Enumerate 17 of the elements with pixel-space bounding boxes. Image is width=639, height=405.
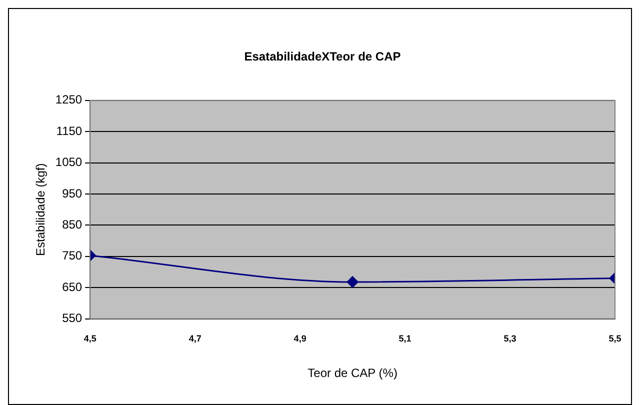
- y-tick-label: 850: [62, 218, 82, 232]
- x-axis-title: Teor de CAP (%): [308, 366, 398, 380]
- y-tick-label: 1250: [55, 92, 82, 107]
- y-tick-label: 950: [62, 186, 82, 200]
- x-tick-label: 5,5: [608, 334, 622, 344]
- x-tick-label: 4,5: [84, 334, 96, 344]
- y-tick-label: 650: [62, 280, 82, 294]
- y-tick-label: 750: [62, 248, 82, 263]
- x-tick-label: 5,1: [398, 334, 412, 344]
- chart-title: EsatabilidadeXTeor de CAP: [244, 50, 401, 64]
- y-axis-title: Estabilidade (kgf): [34, 163, 48, 256]
- y-tick-label: 550: [62, 311, 82, 326]
- y-tick-label: 1150: [56, 124, 82, 138]
- x-tick-label: 5,3: [504, 334, 516, 344]
- y-tick-label: 1050: [55, 155, 82, 170]
- x-tick-label: 4,7: [188, 334, 202, 344]
- x-tick-label: 4,9: [294, 334, 306, 344]
